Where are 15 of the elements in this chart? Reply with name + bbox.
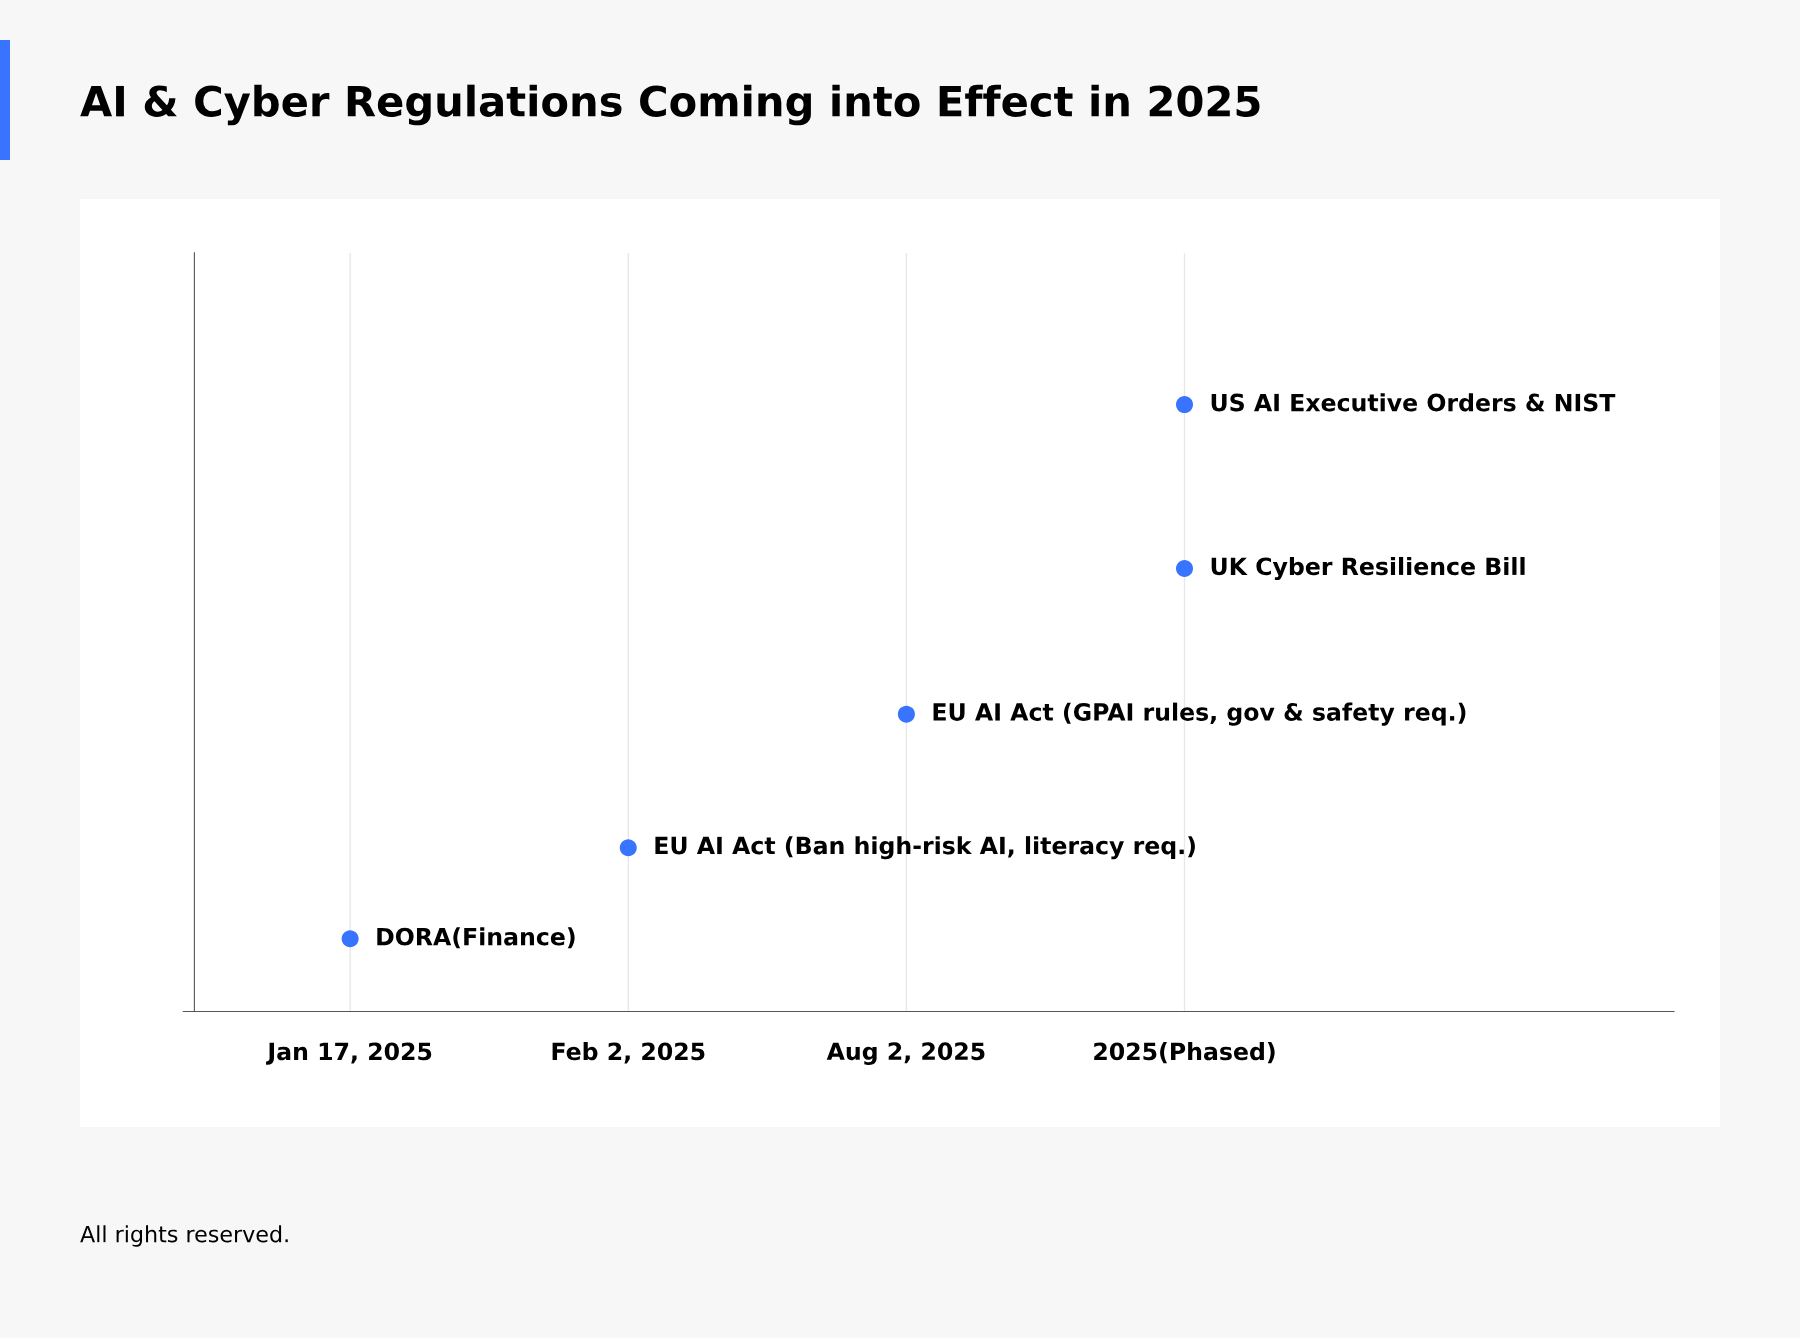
x-tick-label: 2025(Phased) <box>1094 1042 1275 1064</box>
point <box>619 839 637 857</box>
text: All rights reserved. <box>80 1225 288 1247</box>
annotation: EU AI Act (Ban high-risk AI, literacy req.) <box>655 836 1195 860</box>
chart-title: AI & Cyber Regulations Coming into Effect in 2025 <box>80 84 1260 126</box>
annotation: EU AI Act (GPAI rules, gov & safety req.) <box>933 702 1466 726</box>
x-tick-label: Feb 2, 2025 <box>552 1042 705 1064</box>
annotation: US AI Executive Orders & NIST <box>1211 393 1616 412</box>
point <box>1176 559 1194 577</box>
annotation: DORA(Finance) <box>377 927 575 949</box>
annotation: UK Cyber Resilience Bill <box>1211 556 1525 580</box>
point <box>897 705 915 723</box>
x-tick-label: Aug 2, 2025 <box>826 1042 985 1065</box>
point <box>341 930 359 948</box>
x-tick-label: Jan 17, 2025 <box>266 1042 432 1065</box>
